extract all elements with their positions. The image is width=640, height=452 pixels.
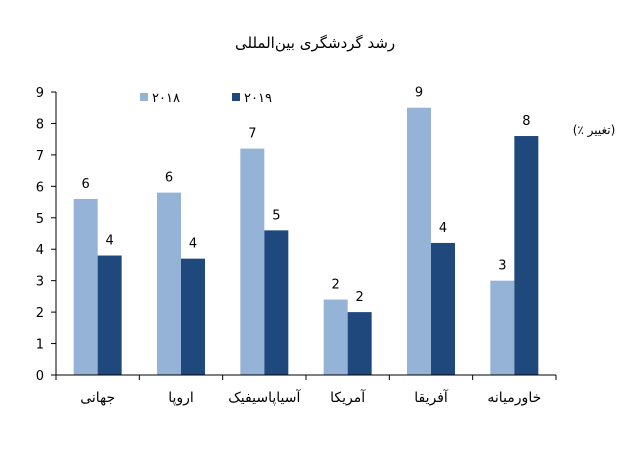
y-tick-label: 1: [36, 338, 44, 353]
data-label-series2-4: 2: [356, 290, 364, 305]
category-label-1: جهانی: [80, 390, 115, 406]
y-tick-label: 2: [36, 306, 44, 321]
bars: [73, 107, 539, 375]
y-axis: 0 1 2 3 4 5 6 7 8 9: [36, 86, 57, 384]
value-labels: 6 4 6 4 7 5 2 2 9 4 3 8: [82, 86, 531, 305]
data-label-series1-1: 6: [82, 177, 90, 192]
bar-series2-6: [514, 136, 539, 375]
category-label-3: آسیاپاسیفیک: [228, 389, 301, 406]
data-label-series2-2: 4: [189, 237, 197, 252]
legend-label-2: ۲۰۱۹: [244, 91, 272, 106]
y-tick-label: 0: [36, 369, 44, 384]
legend: ۲۰۱۸ ۲۰۱۹: [140, 91, 272, 106]
bar-series2-3: [264, 230, 289, 375]
y-tick-label: 7: [36, 149, 44, 164]
bar-series1-2: [157, 192, 181, 375]
data-label-series1-3: 7: [248, 127, 256, 142]
bar-series2-2: [181, 258, 205, 375]
data-label-series1-2: 6: [165, 171, 173, 186]
chart-title: رشد گردشگری بین‌المللی: [235, 34, 395, 52]
bar-series1-6: [490, 280, 515, 375]
y-tick-label: 3: [36, 275, 44, 290]
y-tick-label: 4: [36, 243, 44, 258]
legend-swatch-2: [232, 93, 240, 101]
legend-label-1: ۲۰۱۸: [152, 91, 180, 106]
y-tick-label: 8: [36, 117, 44, 132]
y-axis-label: (تغییر ٪): [573, 123, 616, 138]
legend-swatch-1: [140, 93, 148, 101]
y-tick-label: 9: [36, 86, 44, 101]
bar-series2-4: [347, 312, 372, 375]
data-label-series2-3: 5: [272, 208, 280, 223]
data-label-series2-6: 8: [522, 114, 530, 129]
bar-series2-5: [431, 242, 455, 375]
category-label-4: آمریکا: [330, 389, 366, 406]
category-label-2: اروپا: [168, 390, 194, 406]
data-label-series1-4: 2: [332, 278, 340, 293]
bar-series2-1: [97, 255, 122, 375]
bar-series1-1: [73, 198, 98, 375]
data-label-series1-6: 3: [498, 259, 506, 274]
category-label-5: آفریقا: [414, 389, 449, 406]
y-tick-label: 5: [36, 212, 44, 227]
data-label-series2-1: 4: [106, 234, 114, 249]
data-label-series1-5: 9: [415, 86, 423, 101]
category-label-6: خاورمیانه: [487, 390, 541, 406]
bar-series1-4: [323, 299, 348, 375]
y-tick-label: 6: [36, 180, 44, 195]
x-axis: جهانی اروپا آسیاپاسیفیک آمریکا آفریقا خاورمیا…: [55, 374, 557, 406]
bar-series1-5: [407, 107, 431, 375]
data-label-series2-5: 4: [439, 221, 447, 236]
bar-series1-3: [240, 148, 265, 375]
